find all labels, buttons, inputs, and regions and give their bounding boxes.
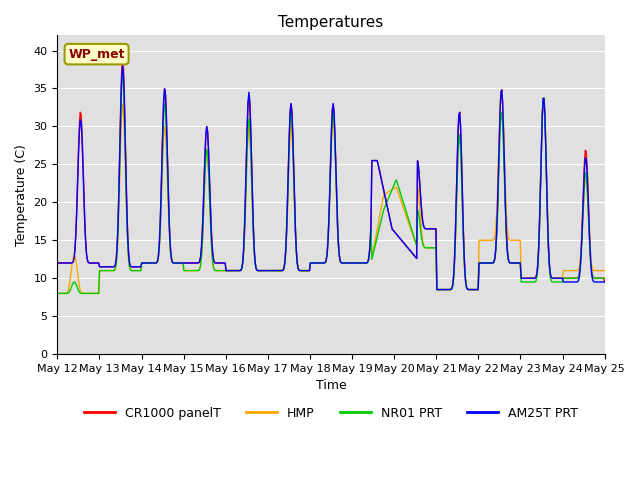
Text: WP_met: WP_met: [68, 48, 125, 60]
Y-axis label: Temperature (C): Temperature (C): [15, 144, 28, 246]
Title: Temperatures: Temperatures: [278, 15, 383, 30]
X-axis label: Time: Time: [316, 379, 346, 392]
Legend: CR1000 panelT, HMP, NR01 PRT, AM25T PRT: CR1000 panelT, HMP, NR01 PRT, AM25T PRT: [79, 402, 583, 425]
